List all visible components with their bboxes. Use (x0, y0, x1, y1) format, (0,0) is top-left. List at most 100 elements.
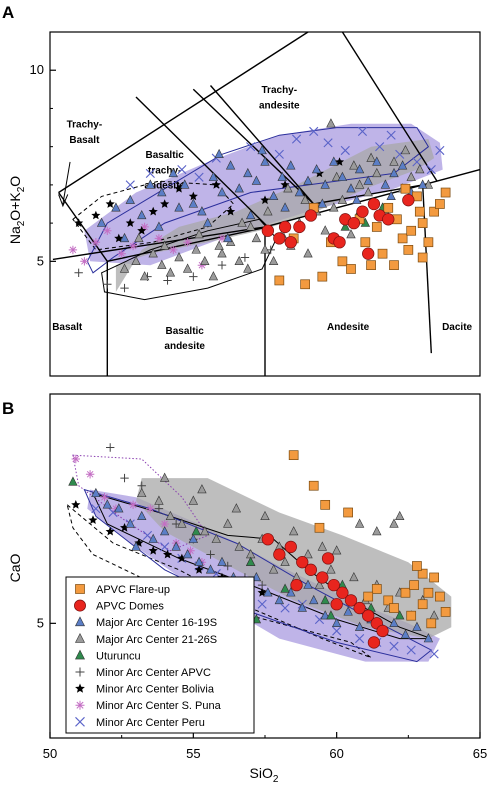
panel-b-point-major16 (263, 587, 273, 597)
panel-b-point-minorApvc (171, 519, 181, 529)
panel-b-point-domes (296, 556, 309, 569)
panel-b-point-major21 (137, 487, 147, 498)
panel-a-point-domes (367, 197, 381, 211)
panel-a-point-major21 (303, 248, 313, 258)
panel-a-point-major16 (346, 183, 356, 193)
panel-a-point-major21 (406, 171, 416, 181)
panel-b-point-flareup (412, 561, 422, 571)
panel-a-point-major21 (372, 167, 382, 178)
y-axis-title-part: O (7, 176, 23, 187)
panel-a-point-major21 (214, 240, 224, 250)
panel-b-point-major16 (194, 556, 204, 566)
legend-label: Minor Arc Center Peru (96, 717, 205, 729)
panel-a-point-major16 (223, 232, 233, 243)
panel-a-point-minorPeru (125, 180, 135, 190)
panel-b-point-minorApvc (106, 443, 115, 452)
panel-b-point-major21 (395, 510, 405, 520)
field-label: Basalt (69, 135, 100, 146)
panel-b-point-domes (273, 548, 286, 561)
panel-a-point-minorBolivia (174, 183, 184, 193)
panel-a-point-uturuncu (340, 221, 350, 231)
panel-a-series-domes (261, 194, 415, 260)
panel-a-point-major21 (237, 217, 247, 227)
panel-b-point-minorBolivia (177, 553, 187, 563)
legend-marker-minorApvc-icon (75, 667, 85, 677)
panel-b-point-minorPeru (280, 603, 290, 613)
legend-marker-flareup-icon (75, 584, 85, 594)
field-label: Trachy- (67, 120, 103, 131)
legend-marker-minorBolivia-icon (75, 683, 85, 693)
legend-label: Minor Arc Center APVC (96, 667, 211, 679)
panel-a-point-major21 (251, 232, 262, 243)
panel-a-y-tick-label: 10 (30, 62, 44, 77)
panel-a-point-major16 (294, 187, 305, 197)
field-label: andesite (144, 181, 185, 192)
panel-a-point-major16 (303, 175, 313, 185)
panel-b-point-minorApvc (257, 580, 267, 590)
panel-b-point-major21 (268, 564, 279, 574)
y-axis-title-part: 2 (16, 220, 27, 226)
tas-boundary-line-6 (135, 96, 269, 228)
legend: APVC Flare-up APVC Domes Major Arc Center … (65, 576, 255, 734)
panel-a-point-minorPeru (309, 126, 319, 136)
panel-a-point-minorPeru (323, 138, 333, 148)
legend-item-uturuncu: Uturuncu (75, 649, 141, 662)
panel-b-point-major21 (288, 526, 299, 536)
field-label: andesite (259, 100, 300, 111)
panel-b-point-major21 (211, 533, 221, 543)
panel-b-point-major21 (154, 495, 164, 505)
panel-b-series-flareup (288, 450, 451, 629)
panel-a-point-major21 (148, 248, 158, 258)
panel-b-point-major21 (389, 518, 399, 528)
panel-b-point-minorApvc (206, 550, 215, 559)
panel-b-point-minorBolivia (148, 545, 158, 555)
panel-b-point-major16 (412, 621, 422, 631)
panel-b-point-minorPeru (91, 504, 101, 514)
legend-label: APVC Flare-up (96, 584, 170, 596)
y-axis-title-part: Na (7, 226, 23, 244)
panel-b-point-uturuncu (245, 556, 256, 566)
panel-a-point-flareup (423, 237, 434, 248)
panel-a-point-minorApvc (163, 276, 172, 285)
panel-b-point-domes (261, 533, 275, 546)
panel-a-point-major16 (145, 179, 156, 189)
panel-a-point-major16 (157, 187, 167, 197)
panel-b-point-major16 (148, 533, 158, 543)
legend-marker-domes-icon (74, 599, 86, 612)
panel-b-point-major16 (320, 610, 330, 620)
panel-a-y-axis-title: Na2O+K2O (7, 176, 27, 244)
panel-b-point-major16 (354, 621, 365, 631)
panel-a-point-domes (333, 236, 346, 249)
panel-b-point-minorPeru (160, 542, 170, 552)
field-label: Andesite (327, 322, 370, 333)
panel-a-point-minorPeru (274, 149, 284, 159)
panel-b-point-major16 (423, 633, 434, 643)
legend-marker-minorPuna-icon (75, 700, 85, 710)
legend-box (65, 576, 255, 734)
panel-a-point-domes (356, 205, 369, 218)
panel-a-point-domes (284, 236, 297, 249)
panel-a-point-flareup (274, 275, 285, 286)
panel-b-point-minorPeru (355, 634, 365, 644)
panel-a-point-flareup (397, 233, 408, 244)
panel-b-point-flareup (389, 603, 399, 613)
panel-a-point-major21 (200, 255, 210, 266)
panel-a-point-major21 (243, 263, 253, 273)
panel-b-point-major16 (171, 541, 181, 551)
panel-b-point-domes (353, 601, 366, 615)
panel-b-point-uturuncu (68, 476, 78, 486)
panel-a-point-domes (402, 194, 415, 207)
panel-a-point-major16 (320, 179, 330, 189)
panel-a-point-domes (382, 213, 395, 226)
panel-b-point-minorBolivia (71, 500, 81, 509)
panel-b-point-flareup (308, 480, 319, 491)
legend-label: APVC Domes (96, 601, 164, 613)
panel-a-point-major16 (214, 148, 224, 158)
panel-a-point-major16 (234, 183, 244, 193)
panel-a-point-major21 (119, 263, 130, 273)
panel-a-point-flareup (366, 260, 376, 271)
panel-a-point-major16 (197, 206, 207, 216)
panel-a-point-minorBolivia (226, 206, 236, 216)
panel-a-point-flareup (400, 183, 411, 194)
panel-b-point-minorPuna (146, 504, 155, 513)
